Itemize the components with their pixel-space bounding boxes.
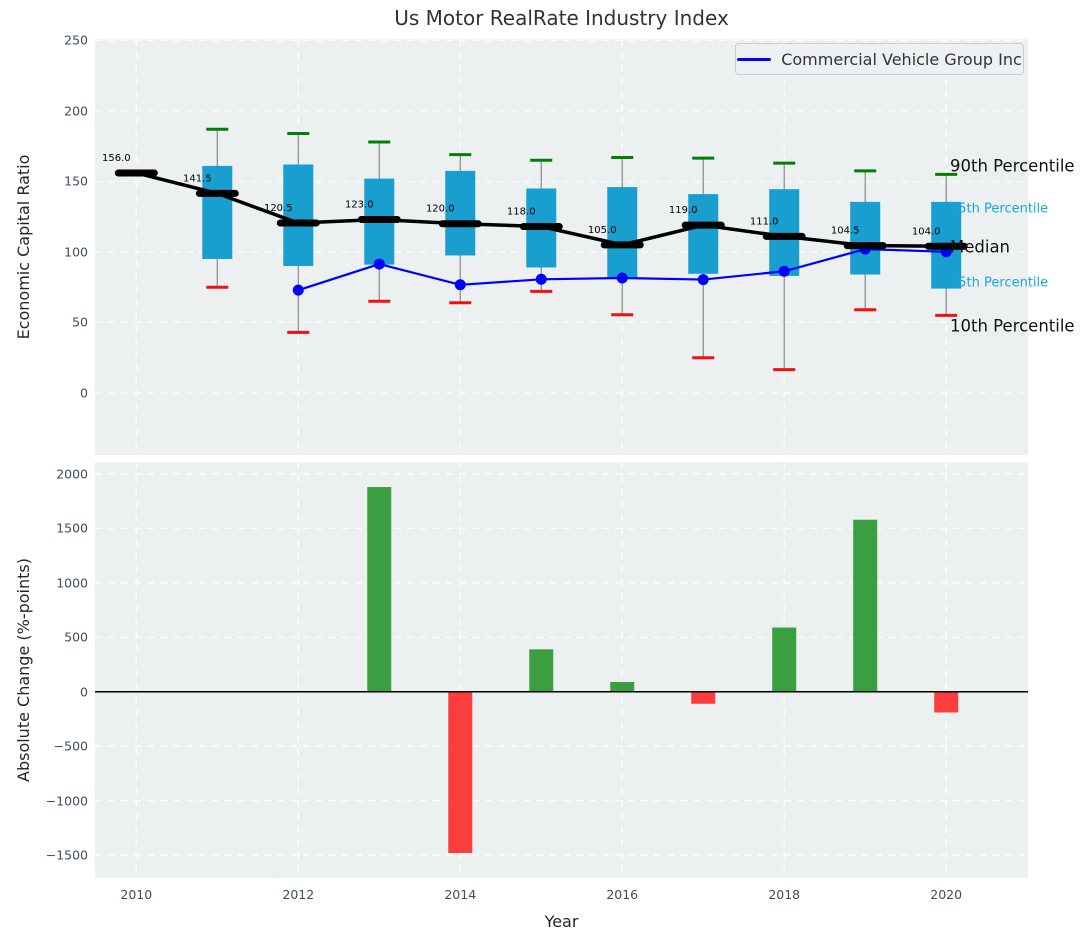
company-marker [536,274,547,285]
top-y-tick-label: 100 [28,244,88,259]
figure: Us Motor RealRate Industry Index Economi… [0,0,1092,942]
percentile-label-p75: 75th Percentile [950,201,1048,216]
bottom-y-tick-label: 500 [28,630,88,645]
percentile-label-p25: 25th Percentile [950,275,1048,290]
top-y-tick-label: 250 [28,33,88,48]
top-y-tick-label: 0 [28,385,88,400]
top-plot-area: 156.0 141.5 120.5 123.0 120.0 118.0 105.0 119.0… [95,39,1028,455]
legend: Commercial Vehicle Group Inc [735,43,1024,75]
change-bar [367,487,391,692]
median-value-annotation: 141.5 [183,173,212,184]
iqr-box [283,165,313,267]
x-tick-label: 2016 [592,887,652,902]
company-marker [617,273,628,284]
x-tick-label: 2020 [916,887,976,902]
median-value-annotation: 120.0 [426,204,455,215]
company-marker [779,266,790,277]
percentile-label-p10: 10th Percentile [950,317,1075,336]
change-bar [691,692,715,704]
top-y-tick-label: 150 [28,174,88,189]
change-bar [772,628,796,692]
bottom-y-tick-label: −500 [28,739,88,754]
legend-label: Commercial Vehicle Group Inc [781,50,1022,69]
company-marker [698,274,709,285]
top-y-tick-label: 50 [28,315,88,330]
median-value-annotation: 104.0 [912,226,941,237]
bottom-y-tick-label: 1000 [28,575,88,590]
bottom-y-tick-label: 2000 [28,466,88,481]
x-tick-label: 2010 [106,887,166,902]
change-bar [448,692,472,853]
bottom-plot-area [95,462,1028,878]
x-axis-label: Year [95,912,1028,931]
bottom-y-tick-label: 0 [28,684,88,699]
change-bar [853,520,877,692]
bottom-y-tick-label: −1000 [28,793,88,808]
x-tick-label: 2018 [754,887,814,902]
median-value-annotation: 123.0 [345,200,374,211]
iqr-box [769,189,799,276]
chart-title: Us Motor RealRate Industry Index [95,6,1028,30]
median-value-annotation: 111.0 [750,216,779,227]
x-tick-label: 2012 [268,887,328,902]
bottom-y-tick-label: 1500 [28,521,88,536]
percentile-label-p90: 90th Percentile [950,157,1075,176]
company-marker [293,285,304,296]
median-value-annotation: 105.0 [588,225,617,236]
iqr-box [850,202,880,275]
median-value-annotation: 104.5 [831,226,860,237]
boxplot-chart: 156.0 141.5 120.5 123.0 120.0 118.0 105.0 119.0… [95,39,1028,455]
top-y-tick-label: 200 [28,103,88,118]
company-marker [455,279,466,290]
percentile-label-median: Median [950,238,1010,257]
company-marker [374,259,385,270]
x-tick-label: 2014 [430,887,490,902]
change-bar [610,682,634,692]
legend-line-icon [737,58,771,61]
bottom-y-tick-label: −1500 [28,848,88,863]
change-bar [529,649,553,691]
median-value-annotation: 120.5 [264,203,293,214]
median-value-annotation: 119.0 [669,205,698,216]
change-bar [934,692,958,713]
median-value-annotation: 156.0 [102,153,131,164]
median-value-annotation: 118.0 [507,207,536,218]
bar-chart [95,462,1028,878]
